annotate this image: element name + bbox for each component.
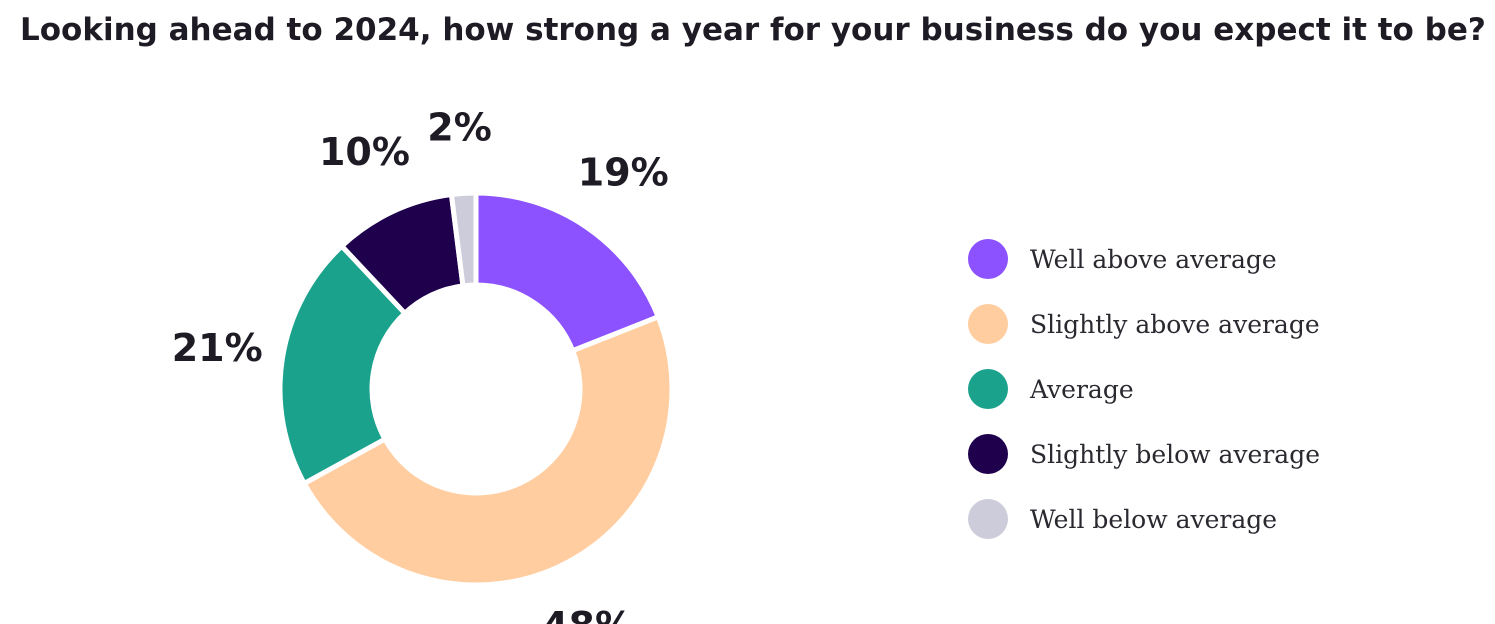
legend-item-average: Average [968,369,1320,409]
legend-label-well-above-average: Well above average [1030,244,1277,274]
percent-label-average: 21% [172,326,263,370]
percent-label-well-above-average: 19% [578,150,669,194]
legend-swatch-average [968,369,1008,409]
legend-swatch-well-above-average [968,239,1008,279]
slice-percent-labels: 19% 48% 21% 10% 2% [172,106,669,624]
legend-label-well-below-average: Well below average [1030,504,1278,534]
chart-legend: Well above average Slightly above average… [968,239,1320,564]
legend-item-slightly-above-average: Slightly above average [968,304,1320,344]
legend-label-slightly-below-average: Slightly below average [1030,439,1321,469]
percent-label-slightly-below-average: 10% [319,130,410,174]
legend-item-well-below-average: Well below average [968,499,1320,539]
chart-title: Looking ahead to 2024, how strong a year… [20,12,1486,48]
legend-item-slightly-below-average: Slightly below average [968,434,1320,474]
donut-slice-well-below-average [448,190,479,289]
legend-label-slightly-above-average: Slightly above average [1030,309,1320,339]
legend-item-well-above-average: Well above average [968,239,1320,279]
donut-slices [277,190,675,588]
donut-slice-slightly-above-average [301,314,675,588]
donut-slice-average [277,243,408,486]
donut-slice-well-above-average [473,190,661,354]
legend-swatch-well-below-average [968,499,1008,539]
legend-swatch-slightly-above-average [968,304,1008,344]
legend-swatch-slightly-below-average [968,434,1008,474]
percent-label-well-below-average: 2% [427,106,492,150]
legend-label-average: Average [1030,374,1134,404]
percent-label-slightly-above-average: 48% [542,604,633,624]
